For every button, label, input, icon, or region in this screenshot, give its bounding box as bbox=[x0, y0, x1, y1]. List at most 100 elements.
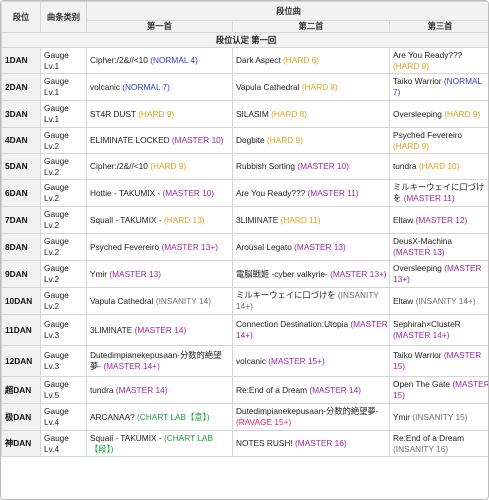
song3-cell: Taiko Warrior (NORMAL 7) bbox=[388, 73, 488, 101]
gauge-label: Gauge bbox=[44, 432, 69, 443]
song-title: Ymir bbox=[393, 411, 411, 422]
table-row: 9DAN Gauge Lv.2 Ymir (MASTER 13) 電脳戦姬 -cyber… bbox=[1, 260, 488, 288]
gauge-label: Gauge bbox=[44, 350, 69, 360]
song3-cell: Psyched Fevereiro (HARD 9) bbox=[388, 127, 488, 154]
subheader-row: 第一首 第二首 第三首 bbox=[2, 20, 488, 33]
song-title: Are You Ready??? bbox=[393, 49, 463, 60]
song-title: DeusX-Machina bbox=[393, 236, 453, 246]
song2-cell: Connection Destination:Utopia (MASTER 14… bbox=[232, 314, 390, 346]
song-difficulty: (MASTER 14+) bbox=[393, 330, 450, 340]
song-difficulty: (HARD 9) bbox=[266, 135, 303, 145]
table-row: 12DAN Gauge Lv.3 Dutedimpianekepusaan-分数的絶望… bbox=[1, 345, 488, 377]
song3-cell: Ymir (INSANITY 15) bbox=[388, 403, 488, 431]
song-difficulty: (HARD 10) bbox=[418, 161, 460, 171]
gauge-cell: Gauge Lv.5 bbox=[40, 376, 87, 404]
song-title: Dutedimpianekepusaan-分数的絶望夢- bbox=[90, 350, 222, 371]
table-row: 6DAN Gauge Lv.2 Hottie - TAKUMIX - (MASTER … bbox=[1, 179, 488, 207]
table-row: 超DAN Gauge Lv.5 tundra (MASTER 14) Re:End of… bbox=[1, 376, 489, 404]
song1-cell: Cipher:/2&//<10 (NORMAL 4) bbox=[86, 47, 233, 74]
song1-cell: Squall - TAKUMIX - (CHART LAB【段】) bbox=[86, 430, 233, 457]
song-difficulty: (MASTER 12) bbox=[415, 214, 468, 225]
gauge-cell: Gauge Lv.4 bbox=[40, 403, 87, 431]
song-difficulty: (MASTER 10) bbox=[297, 161, 349, 171]
gauge-level: Lv.3 bbox=[44, 330, 60, 340]
song-title: 3LIMINATE bbox=[236, 214, 279, 225]
song-difficulty: (INSANITY 14+) bbox=[415, 295, 476, 306]
gauge-label: Gauge bbox=[44, 129, 69, 140]
col-rank-header: 段位 bbox=[1, 1, 41, 33]
song-title: Eltaw bbox=[393, 214, 414, 225]
song-difficulty: (MASTER 14) bbox=[309, 384, 361, 395]
song-difficulty: (MASTER 13+) bbox=[161, 241, 218, 252]
song-title: tundra bbox=[393, 161, 417, 171]
song-difficulty: (INSANITY 14) bbox=[155, 295, 211, 306]
gauge-level: Lv.4 bbox=[44, 443, 60, 454]
song-difficulty: (HARD 9) bbox=[138, 108, 175, 119]
song-difficulty: (HARD 8) bbox=[301, 81, 338, 92]
song-title: Sephirah×ClusteR bbox=[393, 319, 461, 329]
song-title: ST4R DUST bbox=[90, 108, 136, 119]
song-difficulty: (INSANITY 15) bbox=[412, 411, 468, 422]
song2-cell: Dogbite (HARD 9) bbox=[232, 127, 390, 154]
gauge-cell: Gauge Lv.2 bbox=[40, 206, 87, 234]
song-title: ミルキーウェイに口づけを bbox=[236, 290, 336, 300]
table-row: 7DAN Gauge Lv.2 Squall - TAKUMIX - (HARD 13… bbox=[1, 206, 488, 234]
song1-header: 第一首 bbox=[86, 20, 233, 33]
gauge-cell: Gauge Lv.2 bbox=[40, 179, 87, 207]
song2-cell: Arousal Legato (MASTER 13) bbox=[232, 233, 390, 261]
song3-cell: ミルキーウェイに口づけを (MASTER 11) bbox=[388, 179, 488, 207]
song-difficulty: (MASTER 15) bbox=[393, 379, 489, 400]
dan-level: 2DAN bbox=[1, 73, 41, 101]
song-difficulty: (HARD 13) bbox=[163, 214, 205, 225]
table-row: 1DAN Gauge Lv.1 Cipher:/2&//<10 (NORMAL 4) D… bbox=[1, 47, 488, 74]
song3-header: 第三首 bbox=[388, 20, 488, 33]
song2-cell: Rubbish Sorting (MASTER 10) bbox=[232, 153, 390, 180]
song-title: Psyched Fevereiro bbox=[90, 241, 160, 252]
song1-cell: ELIMINATE LOCKED (MASTER 10) bbox=[86, 127, 233, 154]
song-title: ELIMINATE LOCKED bbox=[90, 135, 170, 145]
song2-cell: 3LIMINATE (HARD 11) bbox=[232, 206, 390, 234]
dan-level: 超DAN bbox=[1, 376, 41, 404]
dan-level: 极DAN bbox=[1, 403, 41, 431]
song3-cell: DeusX-Machina (MASTER 13) bbox=[388, 233, 488, 261]
song-difficulty: (HARD 9) bbox=[393, 140, 429, 151]
song-difficulty: (MASTER 13) bbox=[393, 247, 445, 257]
song-difficulty: (MASTER 14) bbox=[134, 324, 187, 335]
song-title: Dutedimpianekepusaan-分数的絶望夢- bbox=[236, 406, 379, 416]
song1-cell: Psyched Fevereiro (MASTER 13+) bbox=[86, 233, 233, 261]
gauge-label: Gauge bbox=[44, 76, 69, 86]
song-difficulty: (MASTER 16) bbox=[295, 438, 347, 448]
song-difficulty: (CHART LAB【段】) bbox=[90, 432, 213, 454]
dan-level: 4DAN bbox=[1, 127, 41, 154]
song2-cell: ミルキーウェイに口づけを (INSANITY 14+) bbox=[232, 287, 390, 315]
song-difficulty: (MASTER 13) bbox=[294, 241, 346, 252]
gauge-level: Lv.2 bbox=[44, 166, 60, 177]
song-title: SILASIM bbox=[236, 108, 269, 119]
song1-cell: Cipher:/2&//<10 (HARD 9) bbox=[86, 153, 233, 180]
song-title: 電脳戦姬 -cyber valkyrie- bbox=[236, 268, 328, 279]
song1-cell: Dutedimpianekepusaan-分数的絶望夢- (MASTER 14+… bbox=[86, 345, 233, 377]
gauge-cell: Gauge Lv.3 bbox=[40, 314, 87, 346]
song2-cell: Dutedimpianekepusaan-分数的絶望夢- (RAVAGE 15+… bbox=[232, 403, 390, 431]
song3-cell: Eltaw (MASTER 12) bbox=[388, 206, 488, 234]
song-title: volcanic bbox=[236, 355, 266, 366]
gauge-level: Lv.2 bbox=[44, 274, 60, 284]
gauge-label: Gauge bbox=[44, 290, 69, 300]
song-title: ARCANAA? bbox=[90, 411, 135, 422]
gauge-cell: Gauge Lv.2 bbox=[40, 127, 87, 154]
song-difficulty: (HARD 9) bbox=[444, 108, 481, 119]
dan-level: 10DAN bbox=[1, 287, 41, 315]
song-title: tundra bbox=[90, 384, 114, 395]
song1-cell: Squall - TAKUMIX - (HARD 13) bbox=[86, 206, 233, 234]
song-title: Cipher:/2&//<10 bbox=[90, 55, 148, 65]
gauge-level: Lv.3 bbox=[44, 361, 60, 371]
song-difficulty: (HARD 8) bbox=[271, 108, 308, 119]
song-title: Hottie - TAKUMIX - bbox=[90, 187, 161, 198]
song-title: Arousal Legato bbox=[236, 241, 292, 252]
gauge-cell: Gauge Lv.1 bbox=[40, 100, 87, 128]
song-difficulty: (MASTER 10) bbox=[162, 187, 215, 198]
gauge-level: Lv.2 bbox=[44, 220, 60, 230]
song3-cell: Oversleeping (MASTER 13+) bbox=[388, 260, 488, 288]
song-title: Oversleeping bbox=[393, 108, 442, 119]
song-difficulty: (MASTER 13) bbox=[109, 268, 162, 279]
